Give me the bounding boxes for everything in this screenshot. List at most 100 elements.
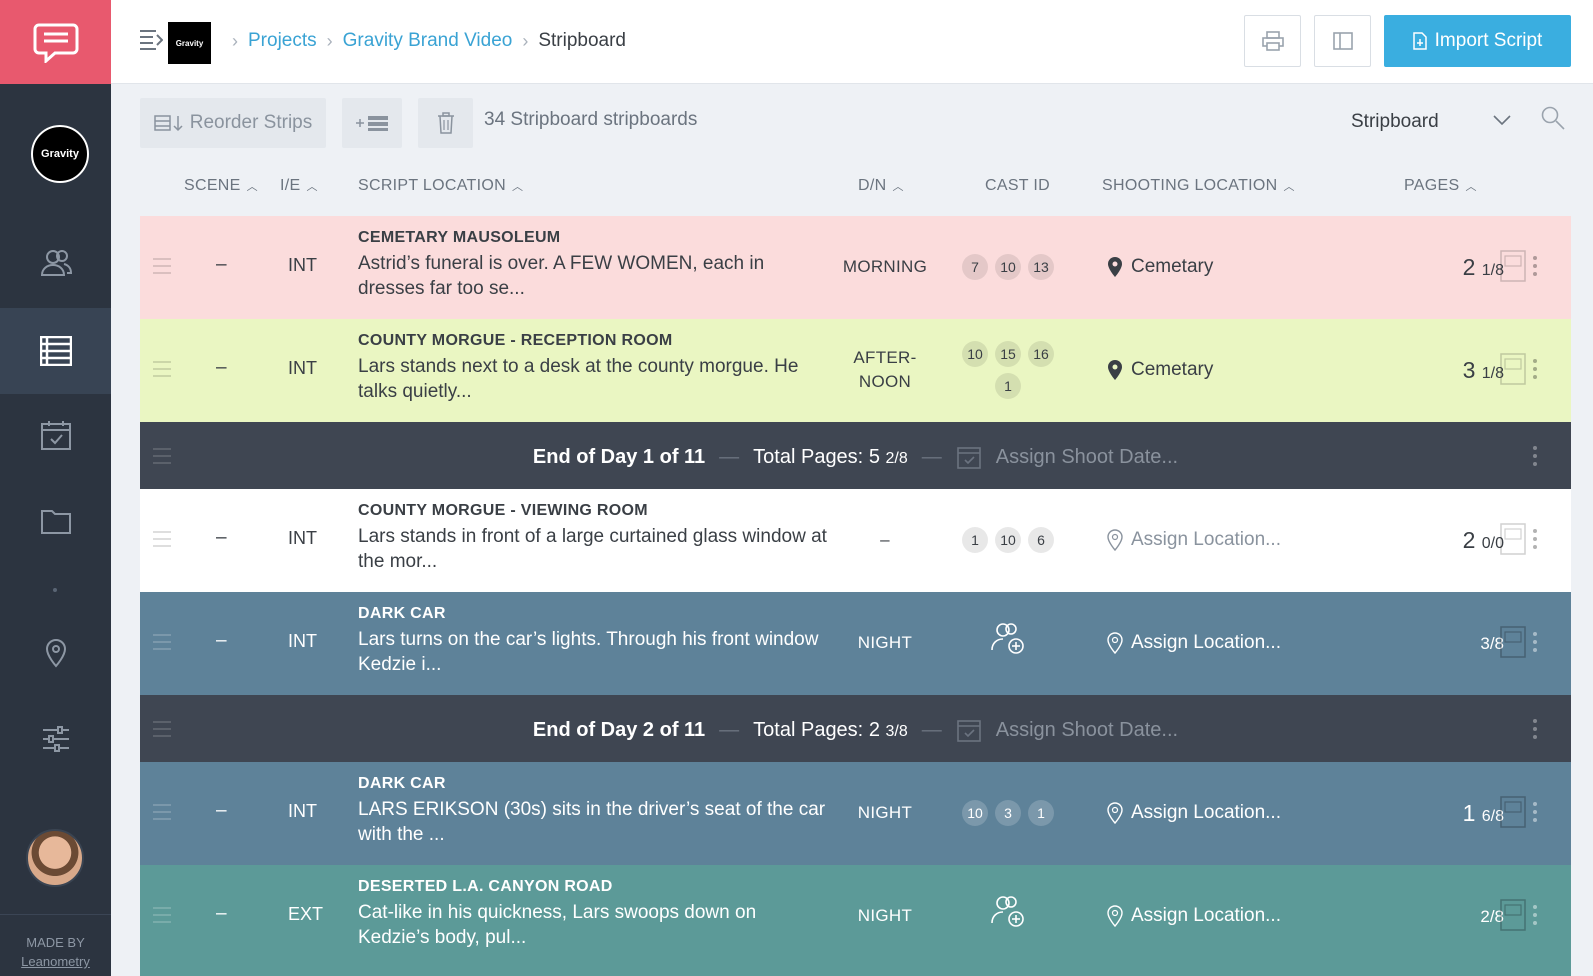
cast-badge[interactable]: 1	[1028, 800, 1054, 826]
drag-handle[interactable]	[153, 634, 171, 655]
sheet-icon[interactable]	[1500, 626, 1526, 663]
nav-files[interactable]	[0, 478, 111, 564]
shooting-location[interactable]: Assign Location...	[1107, 802, 1281, 824]
shooting-location[interactable]: Cemetary	[1107, 359, 1213, 381]
strip-row[interactable]: – EXT DESERTED L.A. CANYON ROAD Cat-like…	[140, 865, 1571, 976]
breadcrumb-project[interactable]: Gravity Brand Video	[342, 30, 513, 51]
user-avatar[interactable]	[26, 829, 84, 887]
strip-pages: 3/8	[1480, 634, 1504, 653]
nav-settings[interactable]	[0, 696, 111, 782]
nav-locations[interactable]	[0, 610, 111, 696]
strip-row[interactable]: – INT COUNTY MORGUE - VIEWING ROOM Lars …	[140, 489, 1571, 592]
sheet-icon[interactable]	[1500, 353, 1526, 390]
strip-scene: –	[216, 254, 227, 275]
cast-badge[interactable]: 1	[962, 527, 988, 553]
add-strip-button[interactable]	[342, 98, 402, 148]
day-more-menu[interactable]	[1520, 719, 1550, 739]
panel-toggle-button[interactable]	[1314, 15, 1371, 67]
day-label: End of Day 1 of 11	[532, 445, 706, 468]
pages-whole: 3	[1462, 357, 1476, 383]
cast-badge[interactable]: 13	[1028, 254, 1054, 280]
add-cast-button[interactable]	[960, 893, 1056, 929]
drag-handle[interactable]	[153, 361, 171, 382]
separator-dash: —	[921, 718, 942, 741]
strip-more-menu[interactable]	[1520, 529, 1550, 549]
drag-handle[interactable]	[153, 907, 171, 928]
delete-button[interactable]	[418, 98, 473, 148]
strip-pages: 1 6/8	[1394, 800, 1504, 827]
strip-more-menu[interactable]	[1520, 905, 1550, 925]
import-script-label: Import Script	[1434, 30, 1543, 51]
add-cast-button[interactable]	[960, 620, 1056, 656]
cast-badge[interactable]: 3	[995, 800, 1021, 826]
menu-toggle[interactable]	[139, 28, 164, 55]
shooting-location[interactable]: Assign Location...	[1107, 632, 1281, 654]
drag-handle[interactable]	[153, 804, 171, 825]
chevron-right-icon: ›	[232, 30, 238, 51]
breadcrumb-projects[interactable]: Projects	[248, 30, 317, 51]
nav-stripboard[interactable]	[0, 308, 111, 394]
cast-badge[interactable]: 16	[1028, 341, 1054, 367]
strip-row[interactable]: – INT CEMETARY MAUSOLEUM Astrid’s funera…	[140, 216, 1571, 319]
users-icon	[40, 250, 72, 276]
cast-badge[interactable]: 7	[962, 254, 988, 280]
print-icon	[1261, 31, 1284, 51]
strip-scene: –	[216, 357, 227, 378]
cast-badge[interactable]: 10	[995, 527, 1021, 553]
project-avatar[interactable]: Gravity	[31, 125, 89, 183]
app-logo[interactable]	[0, 0, 111, 84]
drag-handle[interactable]	[153, 531, 171, 552]
assign-shoot-date[interactable]: Assign Shoot Date...	[995, 445, 1179, 468]
column-script-location[interactable]: SCRIPT LOCATION ︿	[358, 177, 523, 195]
reorder-strips-button[interactable]: Reorder Strips	[140, 98, 326, 148]
column-dn[interactable]: D/N ︿	[858, 177, 904, 195]
print-button[interactable]	[1244, 15, 1301, 67]
cast-badge[interactable]: 1	[995, 373, 1021, 399]
cast-badge[interactable]: 15	[995, 341, 1021, 367]
column-ie[interactable]: I/E ︿	[280, 177, 318, 195]
drag-handle[interactable]	[153, 258, 171, 279]
project-thumbnail[interactable]: Gravity	[168, 22, 211, 64]
nav-cast[interactable]	[0, 220, 111, 306]
import-script-button[interactable]: Import Script	[1384, 15, 1571, 67]
stripboard-icon	[39, 336, 72, 366]
cast-badge[interactable]: 10	[995, 254, 1021, 280]
column-scene[interactable]: SCENE ︿	[184, 177, 258, 195]
drag-handle[interactable]	[153, 448, 171, 469]
strip-scene: –	[216, 800, 227, 821]
drag-handle[interactable]	[153, 721, 171, 742]
strip-more-menu[interactable]	[1520, 359, 1550, 379]
assign-shoot-date[interactable]: Assign Shoot Date...	[995, 718, 1179, 741]
chevron-down-icon[interactable]	[1493, 113, 1511, 131]
strip-row[interactable]: – INT DARK CAR Lars turns on the car’s l…	[140, 592, 1571, 695]
strip-more-menu[interactable]	[1520, 802, 1550, 822]
strip-more-menu[interactable]	[1520, 256, 1550, 276]
day-more-menu[interactable]	[1520, 446, 1550, 466]
shooting-location[interactable]: Assign Location...	[1107, 529, 1281, 551]
strip-row[interactable]: – INT COUNTY MORGUE - RECEPTION ROOM Lar…	[140, 319, 1571, 422]
strip-row[interactable]: – INT DARK CAR LARS ERIKSON (30s) sits i…	[140, 762, 1571, 865]
column-shooting-location[interactable]: SHOOTING LOCATION ︿	[1102, 177, 1295, 195]
sheet-icon[interactable]	[1500, 250, 1526, 287]
breadcrumb-current: Stripboard	[538, 30, 626, 51]
shooting-location[interactable]: Assign Location...	[1107, 905, 1281, 927]
shooting-location[interactable]: Cemetary	[1107, 256, 1213, 278]
cast-badge[interactable]: 10	[962, 800, 988, 826]
strip-description: Lars stands next to a desk at the county…	[358, 356, 799, 402]
brand-link[interactable]: Leanometry	[21, 954, 90, 969]
strip-ie: INT	[288, 358, 317, 378]
view-select[interactable]: Stripboard	[1351, 111, 1439, 132]
strip-pages: 2/8	[1480, 907, 1504, 926]
breadcrumb: › Projects › Gravity Brand Video › Strip…	[222, 30, 626, 52]
cast-badge[interactable]: 6	[1028, 527, 1054, 553]
strip-more-menu[interactable]	[1520, 632, 1550, 652]
cast-badge[interactable]: 10	[962, 341, 988, 367]
strip-dn: NIGHT	[857, 906, 913, 925]
search-button[interactable]	[1541, 106, 1565, 135]
sheet-icon[interactable]	[1500, 899, 1526, 936]
strip-pages: 2 0/0	[1394, 527, 1504, 554]
nav-schedule[interactable]	[0, 392, 111, 478]
sheet-icon[interactable]	[1500, 796, 1526, 833]
column-pages[interactable]: PAGES ︿	[1404, 177, 1477, 195]
sheet-icon[interactable]	[1500, 523, 1526, 560]
